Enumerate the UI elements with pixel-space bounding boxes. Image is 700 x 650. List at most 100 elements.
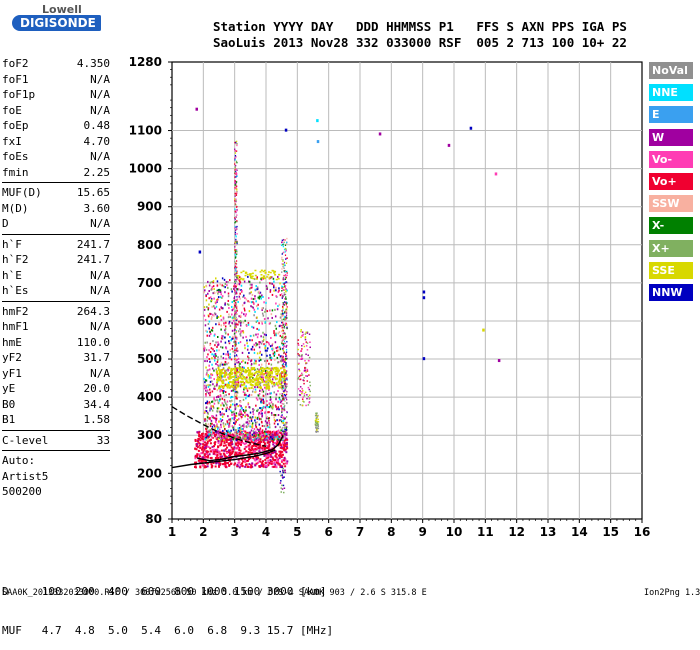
param-row: hmE 110.0 bbox=[2, 335, 110, 351]
echo-point bbox=[232, 367, 235, 370]
echo-point bbox=[224, 286, 226, 289]
param-value: 33 bbox=[96, 433, 110, 447]
echo-point bbox=[271, 367, 273, 370]
echo-point bbox=[232, 379, 235, 382]
echo-point bbox=[246, 376, 248, 379]
echo-point bbox=[227, 422, 229, 425]
echo-point bbox=[216, 423, 218, 426]
echo-point bbox=[209, 380, 212, 383]
echo-point bbox=[227, 352, 229, 355]
echo-point bbox=[302, 333, 304, 336]
echo-point bbox=[282, 431, 285, 434]
echo-point bbox=[277, 444, 280, 447]
param-value: N/A bbox=[90, 268, 110, 282]
echo-point bbox=[252, 451, 255, 454]
echo-point bbox=[267, 273, 270, 276]
echo-point bbox=[278, 331, 281, 334]
echo-point bbox=[316, 420, 318, 423]
echo-point bbox=[261, 340, 264, 343]
echo-point bbox=[216, 438, 219, 441]
echo-point bbox=[250, 273, 253, 275]
echo-point bbox=[210, 463, 213, 466]
echo-point bbox=[282, 355, 284, 358]
echo-point bbox=[279, 426, 281, 429]
echo-point bbox=[235, 366, 237, 369]
echo-point bbox=[247, 425, 250, 428]
echo-point bbox=[228, 393, 230, 396]
echo-point bbox=[231, 417, 233, 420]
echo-point bbox=[248, 435, 250, 438]
echo-point bbox=[317, 421, 320, 423]
echo-point bbox=[275, 453, 278, 456]
echo-point bbox=[315, 425, 318, 427]
echo-point bbox=[283, 318, 285, 321]
echo-point bbox=[286, 422, 288, 425]
param-name: yE bbox=[2, 382, 16, 395]
echo-point bbox=[235, 210, 237, 213]
echo-point bbox=[258, 346, 261, 349]
echo-point bbox=[283, 333, 285, 335]
echo-point bbox=[234, 296, 236, 298]
echo-point bbox=[304, 360, 306, 362]
echo-point bbox=[244, 406, 247, 409]
echo-point bbox=[230, 437, 233, 440]
echo-point bbox=[236, 205, 238, 208]
echo-point bbox=[255, 278, 258, 280]
echo-point bbox=[283, 375, 286, 378]
echo-point bbox=[248, 378, 251, 381]
param-row: yF1 N/A bbox=[2, 366, 110, 382]
echo-point bbox=[275, 460, 278, 463]
echo-point bbox=[215, 462, 218, 465]
echo-point bbox=[234, 313, 236, 316]
echo-point bbox=[223, 449, 226, 452]
echo-point bbox=[243, 423, 245, 426]
echo-point bbox=[252, 377, 254, 380]
echo-point bbox=[205, 348, 208, 351]
echo-point bbox=[259, 389, 261, 392]
echo-point bbox=[286, 289, 288, 292]
echo-point bbox=[210, 317, 213, 320]
echo-point bbox=[297, 399, 300, 401]
echo-point bbox=[275, 396, 277, 399]
echo-point bbox=[211, 286, 214, 289]
echo-point bbox=[242, 383, 245, 386]
echo-point bbox=[235, 303, 237, 305]
echo-point bbox=[206, 432, 209, 435]
echo-point bbox=[253, 432, 256, 435]
echo-point bbox=[205, 285, 208, 288]
echo-point bbox=[286, 324, 288, 326]
echo-point bbox=[237, 381, 240, 384]
echo-point bbox=[281, 325, 283, 327]
echo-point bbox=[234, 349, 236, 351]
echo-point bbox=[266, 461, 269, 464]
echo-point bbox=[255, 458, 258, 461]
echo-point bbox=[235, 420, 237, 423]
echo-point bbox=[234, 335, 237, 338]
echo-point bbox=[212, 281, 215, 284]
param-row: h`F2 241.7 bbox=[2, 252, 110, 268]
echo-point bbox=[205, 430, 208, 433]
echo-point bbox=[227, 333, 229, 336]
echo-point bbox=[255, 342, 257, 345]
echo-point bbox=[286, 378, 288, 381]
param-separator bbox=[2, 233, 110, 235]
echo-point bbox=[227, 354, 230, 357]
echo-point bbox=[213, 396, 215, 399]
echo-point bbox=[235, 319, 237, 322]
echo-point bbox=[234, 289, 236, 292]
echo-point bbox=[282, 430, 284, 432]
echo-point bbox=[243, 302, 245, 305]
echo-point bbox=[221, 382, 224, 385]
echo-point bbox=[206, 465, 209, 468]
echo-point bbox=[204, 360, 206, 363]
echo-point bbox=[258, 359, 260, 362]
echo-point bbox=[236, 397, 238, 400]
echo-point bbox=[282, 420, 284, 422]
echo-point bbox=[282, 348, 284, 350]
echo-point bbox=[308, 360, 310, 362]
echo-point bbox=[271, 282, 274, 285]
echo-point bbox=[248, 369, 251, 372]
echo-point bbox=[235, 377, 237, 380]
echo-point bbox=[199, 443, 202, 446]
echo-point bbox=[215, 417, 218, 420]
